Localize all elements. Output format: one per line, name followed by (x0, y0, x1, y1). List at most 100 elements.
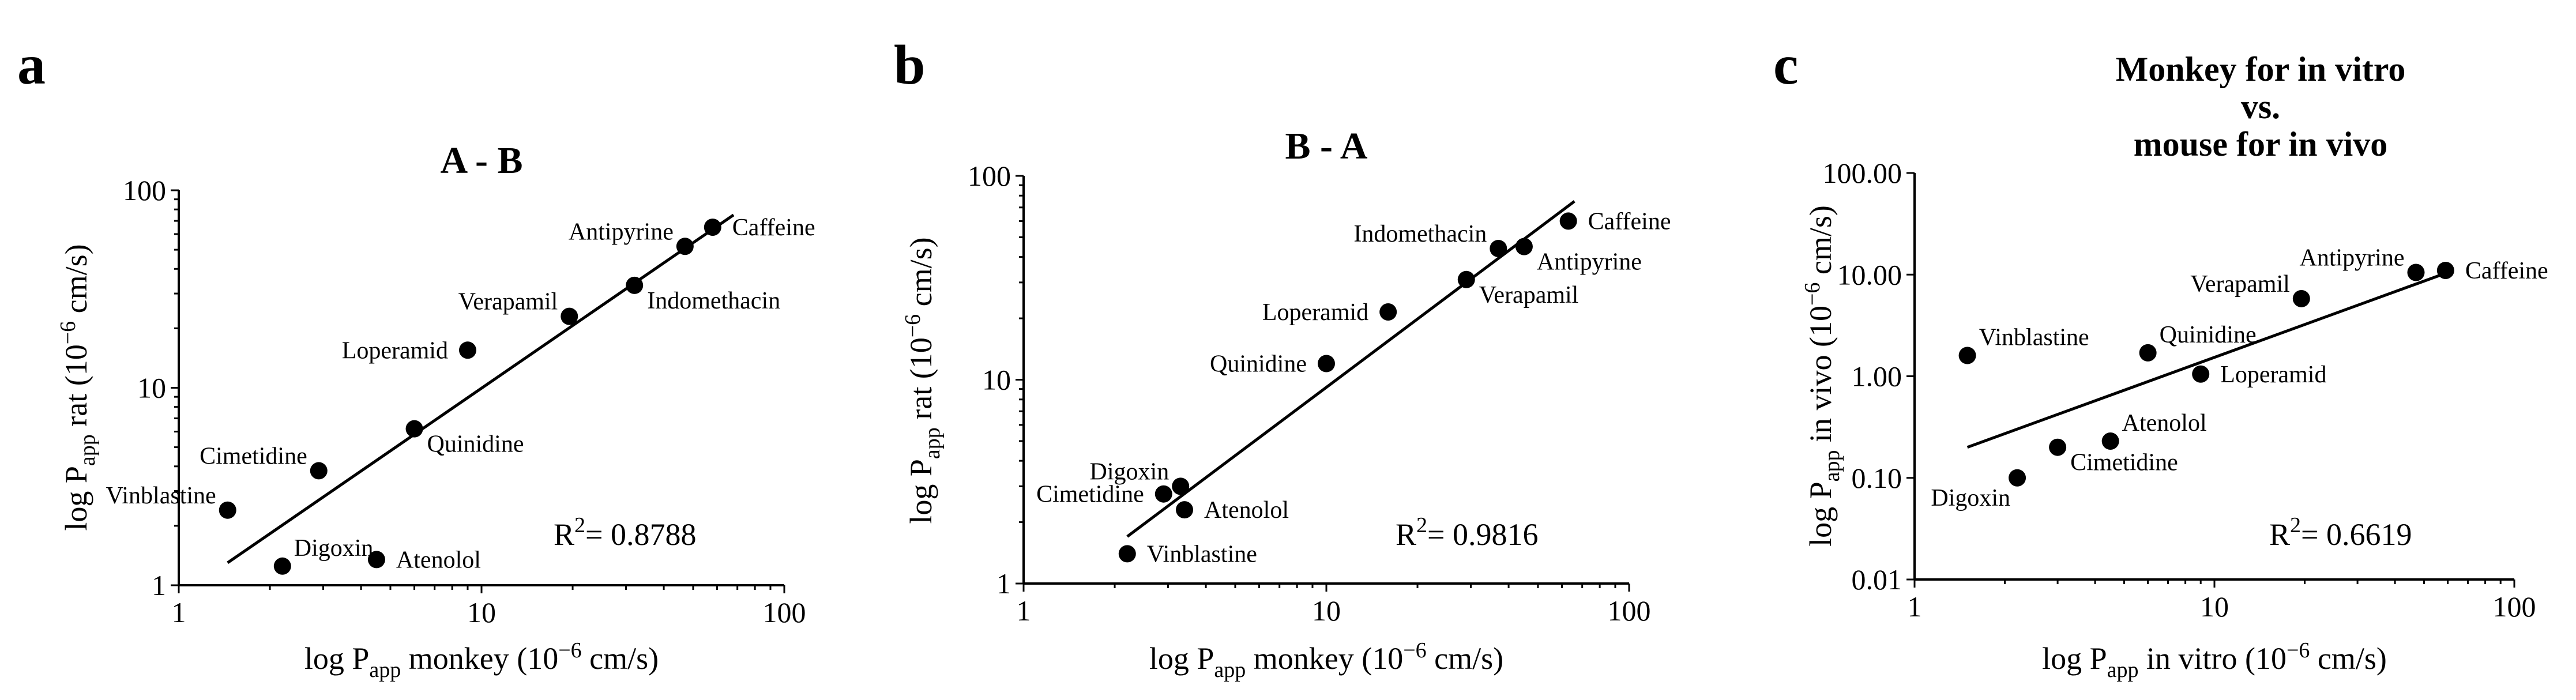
x-axis-label-part: cm/s) (1427, 641, 1503, 676)
point-label: Digoxin (1090, 458, 1169, 485)
x-tick-label: 1 (1017, 594, 1031, 627)
point-label: Caffeine (732, 214, 815, 241)
x-axis-label-sup: −6 (2287, 638, 2310, 663)
point-label: Digoxin (294, 535, 374, 562)
point-label: Vinblastine (106, 483, 216, 509)
point-label: Antipyrine (2300, 245, 2405, 272)
y-axis-label-part: cm/s) (904, 237, 938, 314)
chart-title-line: vs. (2241, 88, 2280, 126)
r2-part: = 0.9816 (1427, 517, 1538, 552)
y-axis-label-part: rat (10 (904, 337, 938, 427)
y-axis-label: log Papp in vivo (10−6 cm/s) (1800, 205, 1844, 547)
data-point (561, 307, 578, 325)
data-point (2139, 344, 2157, 362)
y-axis-label-part: log P (59, 466, 93, 531)
point-label: Digoxin (1931, 485, 2010, 511)
y-axis-label-sup: −6 (56, 321, 80, 344)
data-point (219, 501, 236, 519)
point-label: Cimetidine (2070, 450, 2178, 476)
y-tick-label: 10 (982, 364, 1011, 396)
y-axis-label-part: cm/s) (1803, 205, 1838, 282)
y-tick-label: 1 (152, 569, 166, 601)
data-point (676, 238, 694, 255)
y-tick-label: 0.01 (1852, 563, 1902, 596)
point-label: Loperamid (1262, 299, 1368, 326)
x-axis-label-part: in vitro (10 (2139, 641, 2287, 676)
x-axis-label: log Papp monkey (10−6 cm/s) (1149, 638, 1503, 682)
point-label: Cimetidine (1036, 481, 1144, 508)
y-tick-label: 1 (996, 567, 1011, 600)
data-point (310, 462, 328, 480)
y-axis-label-sub: app (920, 427, 945, 459)
r2-sup: 2 (1416, 513, 1427, 537)
x-tick-label: 1 (1908, 590, 1922, 623)
y-tick-label: 100.00 (1823, 157, 1902, 189)
y-tick-label: 1.00 (1852, 360, 1902, 393)
point-label: Indomethacin (1353, 221, 1487, 247)
data-point (1379, 303, 1397, 321)
x-tick-label: 1 (172, 596, 186, 629)
point-label: Loperamid (2220, 362, 2326, 388)
y-axis-label-part: log P (904, 459, 938, 524)
y-axis-label-part: in vivo (10 (1803, 306, 1838, 450)
data-point (1457, 270, 1475, 288)
x-axis-label-sub: app (369, 658, 401, 682)
panel-letter: a (17, 34, 46, 96)
x-axis-label: log Papp monkey (10−6 cm/s) (304, 638, 659, 682)
data-point (1318, 355, 1335, 372)
data-point (273, 557, 291, 575)
x-axis-label-part: log P (2042, 641, 2107, 676)
chart-title-line: Monkey for in vitro (2116, 50, 2406, 88)
x-tick-label: 10 (2200, 590, 2229, 623)
point-label: Quinidine (2160, 322, 2257, 348)
x-tick-label: 10 (467, 596, 496, 629)
data-point (2049, 438, 2067, 456)
panel-b: b B - A 1 10 100 1 10 100 log Papp monkey (10−6 … (894, 34, 1671, 682)
chart-title: B - A (1285, 125, 1367, 167)
data-point (1176, 501, 1194, 519)
r2-annotation: R2= 0.8788 (554, 513, 697, 552)
data-point (405, 420, 423, 438)
y-tick-label: 100 (968, 160, 1011, 192)
data-point (1490, 240, 1507, 258)
x-axis-label-part: cm/s) (582, 641, 659, 676)
x-tick-label: 10 (1312, 594, 1341, 627)
x-axis-label-part: log P (1149, 641, 1214, 676)
point-label: Verapamil (1479, 282, 1579, 308)
y-tick-label: 10 (137, 372, 166, 404)
point-label: Quinidine (1210, 351, 1307, 378)
data-point (2192, 365, 2210, 383)
point-label: Caffeine (1588, 208, 1671, 235)
point-label: Atenolol (396, 547, 481, 573)
panel-letter: c (1773, 34, 1799, 96)
data-point (626, 276, 644, 294)
x-axis-label-sup: −6 (558, 638, 581, 663)
r2-part: R (554, 517, 574, 552)
panel-a: a A - B 1 10 100 1 10 100 log Papp monkey (10−6 … (17, 34, 815, 682)
x-axis-label-sub: app (1214, 658, 1246, 682)
data-point (2101, 432, 2119, 450)
y-axis-label: log Papp rat (10−6 cm/s) (56, 244, 100, 530)
x-axis-label-part: monkey (10 (1246, 641, 1403, 676)
point-label: Vinblastine (1147, 541, 1257, 567)
data-point (367, 551, 385, 569)
y-axis-label-part: rat (10 (59, 344, 93, 434)
x-axis-label-sub: app (2107, 658, 2139, 682)
data-point (2292, 289, 2310, 307)
data-point (2009, 469, 2026, 487)
point-label: Atenolol (2122, 410, 2207, 436)
x-axis-label-part: cm/s) (2310, 641, 2386, 676)
x-axis-label: log Papp in vitro (10−6 cm/s) (2042, 638, 2387, 682)
chart-title: A - B (440, 140, 522, 182)
chart-title-line: mouse for in vivo (2134, 125, 2388, 163)
r2-part: = 0.8788 (585, 517, 696, 552)
point-label: Antipyrine (1537, 249, 1642, 276)
y-tick-label: 100 (123, 174, 166, 206)
r2-part: R (1396, 517, 1416, 552)
data-point (1155, 485, 1172, 503)
r2-annotation: R2= 0.9816 (1396, 513, 1539, 552)
x-axis-label-sup: −6 (1403, 638, 1426, 663)
r2-sup: 2 (2290, 513, 2301, 537)
